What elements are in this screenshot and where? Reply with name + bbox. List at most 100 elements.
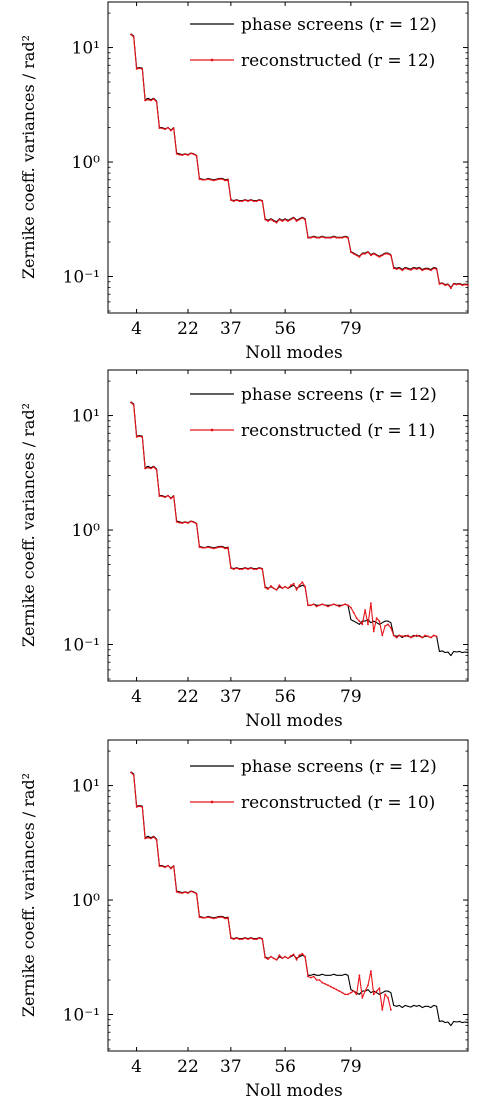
data-point — [315, 979, 318, 981]
data-point — [152, 836, 155, 838]
data-point — [161, 127, 164, 130]
data-point — [318, 979, 321, 981]
data-point — [138, 805, 141, 808]
data-point — [301, 952, 304, 955]
x-tick-label: 56 — [274, 687, 296, 707]
data-point — [292, 582, 295, 585]
data-point — [358, 256, 361, 258]
data-point — [355, 993, 358, 996]
data-point — [215, 178, 218, 181]
data-point — [361, 623, 364, 626]
data-point — [184, 153, 187, 156]
data-point — [304, 955, 306, 958]
data-point — [432, 634, 435, 637]
data-point — [192, 153, 195, 156]
data-point — [412, 635, 415, 638]
data-point — [198, 916, 201, 918]
data-point — [187, 154, 189, 157]
data-point — [467, 284, 469, 287]
data-point — [370, 254, 372, 257]
data-point — [312, 603, 315, 606]
data-point — [312, 975, 315, 978]
data-point — [390, 626, 392, 629]
data-point — [267, 588, 269, 590]
data-point — [255, 568, 258, 571]
data-point — [224, 917, 227, 920]
data-point — [347, 236, 349, 239]
tick-group: 4 22 37 56 79 10⁻¹ 10⁰ 10¹ — [63, 2, 468, 339]
data-point — [361, 252, 364, 255]
data-point — [147, 98, 149, 101]
data-point — [355, 254, 358, 257]
data-point — [210, 178, 212, 181]
data-point — [204, 178, 207, 181]
data-point — [138, 435, 141, 438]
data-point — [438, 283, 441, 285]
data-point — [292, 217, 295, 219]
data-point — [141, 806, 144, 808]
data-point — [158, 865, 161, 867]
data-point — [261, 568, 264, 571]
data-point — [421, 269, 424, 272]
data-point — [247, 568, 249, 571]
legend-label-reconstructed: reconstructed (r = 11) — [241, 421, 435, 441]
data-point — [367, 623, 369, 626]
data-point — [135, 806, 138, 808]
data-point — [170, 497, 172, 500]
data-point — [167, 864, 169, 867]
data-point — [230, 937, 232, 939]
plot-frame — [107, 369, 469, 682]
series-group — [130, 33, 469, 290]
data-point — [312, 236, 315, 238]
data-point — [284, 218, 286, 221]
data-point — [347, 993, 349, 996]
data-point — [212, 917, 215, 920]
data-point — [390, 254, 392, 257]
data-point — [221, 546, 224, 548]
data-point — [310, 604, 312, 607]
data-point — [395, 268, 398, 270]
data-point — [307, 236, 309, 239]
data-point — [370, 970, 372, 972]
data-point — [332, 603, 335, 606]
data-point — [378, 987, 381, 989]
data-point — [278, 584, 281, 587]
data-point — [275, 959, 278, 961]
data-point — [401, 635, 404, 638]
data-point — [418, 267, 421, 270]
data-point — [270, 218, 272, 221]
data-point — [358, 620, 361, 622]
data-point — [332, 236, 335, 238]
data-point — [404, 267, 406, 270]
data-point — [364, 252, 366, 255]
data-point — [295, 220, 298, 223]
data-point — [241, 938, 244, 941]
series-group — [130, 771, 469, 1027]
data-point — [170, 867, 172, 870]
data-point — [384, 625, 386, 627]
data-point — [381, 254, 384, 257]
data-point — [172, 865, 175, 868]
data-point — [264, 956, 266, 959]
data-point — [255, 938, 258, 941]
y-axis-label: Zernike coeff. variances / rad² — [19, 773, 38, 1017]
data-point — [444, 284, 446, 287]
data-point — [178, 153, 181, 156]
data-point — [304, 585, 306, 588]
data-point — [141, 436, 144, 438]
data-point — [130, 771, 132, 774]
data-point — [272, 587, 275, 590]
data-point — [430, 269, 432, 272]
data-point — [252, 938, 255, 941]
data-point — [190, 520, 192, 523]
data-point — [207, 178, 209, 181]
x-axis-label: Noll modes — [245, 711, 342, 731]
data-point — [230, 199, 232, 202]
data-point — [132, 774, 135, 776]
data-point — [155, 469, 158, 471]
data-point — [181, 154, 184, 157]
data-point — [301, 581, 304, 584]
data-point — [404, 635, 406, 638]
data-point — [258, 937, 261, 939]
data-point — [335, 988, 338, 991]
